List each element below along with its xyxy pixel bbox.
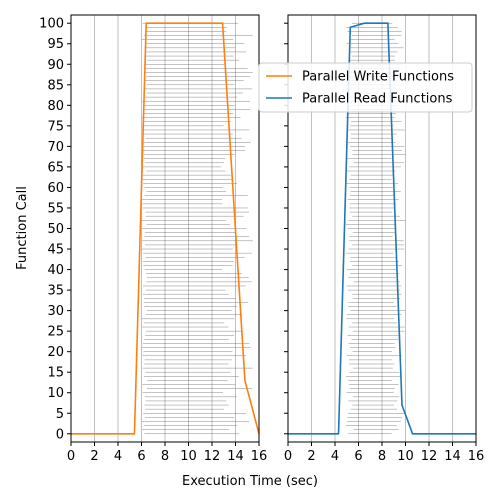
y-tick-label: 90 [47, 58, 64, 73]
y-tick-label: 85 [47, 78, 64, 93]
y-tick-label: 30 [47, 304, 64, 319]
y-tick-label: 100 [39, 17, 64, 32]
x-axis-label: Execution Time (sec) [182, 474, 318, 489]
y-tick-label: 20 [47, 345, 64, 360]
x-tick-label: 8 [378, 449, 386, 464]
y-tick-label: 55 [47, 201, 64, 216]
y-tick-label: 15 [47, 366, 64, 381]
x-tick-label: 6 [354, 449, 362, 464]
x-tick-label: 12 [204, 449, 221, 464]
legend-entry: Parallel Write Functions [302, 70, 454, 85]
x-tick-label: 2 [307, 449, 315, 464]
x-tick-label: 12 [421, 449, 438, 464]
y-tick-label: 80 [47, 99, 64, 114]
y-tick-label: 45 [47, 243, 64, 258]
y-tick-label: 25 [47, 325, 64, 340]
y-tick-label: 75 [47, 119, 64, 134]
panel-write: 0 2 4 6 8 10 12 14 16051015202530354045505560657… [39, 14, 268, 464]
legend: Parallel Write Functions Parallel Read Fu… [258, 62, 473, 113]
y-tick-label: 10 [47, 386, 64, 401]
y-tick-label: 5 [56, 407, 64, 422]
y-tick-label: 95 [47, 37, 64, 52]
series-line [288, 22, 476, 435]
x-tick-label: 16 [468, 449, 485, 464]
y-tick-label: 50 [47, 222, 64, 237]
y-tick-label: 70 [47, 140, 64, 155]
x-tick-label: 8 [161, 449, 169, 464]
x-tick-label: 14 [444, 449, 461, 464]
x-tick-label: 10 [180, 449, 197, 464]
call-spans [141, 22, 253, 435]
x-tick-label: 10 [397, 449, 414, 464]
series-line [71, 22, 260, 435]
y-tick-label: 60 [47, 181, 64, 196]
y-tick-label: 0 [56, 427, 64, 442]
x-tick-label: 14 [227, 449, 244, 464]
legend-entry: Parallel Read Functions [302, 92, 453, 107]
x-tick-label: 2 [90, 449, 98, 464]
y-tick-label: 40 [47, 263, 64, 278]
y-tick-label: 35 [47, 284, 64, 299]
y-axis-label: Function Call [15, 186, 30, 270]
x-tick-label: 4 [331, 449, 339, 464]
y-tick-label: 65 [47, 160, 64, 175]
x-tick-label: 0 [284, 449, 292, 464]
legend-box [258, 62, 473, 113]
x-tick-label: 4 [114, 449, 122, 464]
call-spans [345, 22, 406, 435]
x-tick-label: 0 [67, 449, 75, 464]
x-tick-label: 16 [251, 449, 268, 464]
x-tick-label: 6 [137, 449, 145, 464]
